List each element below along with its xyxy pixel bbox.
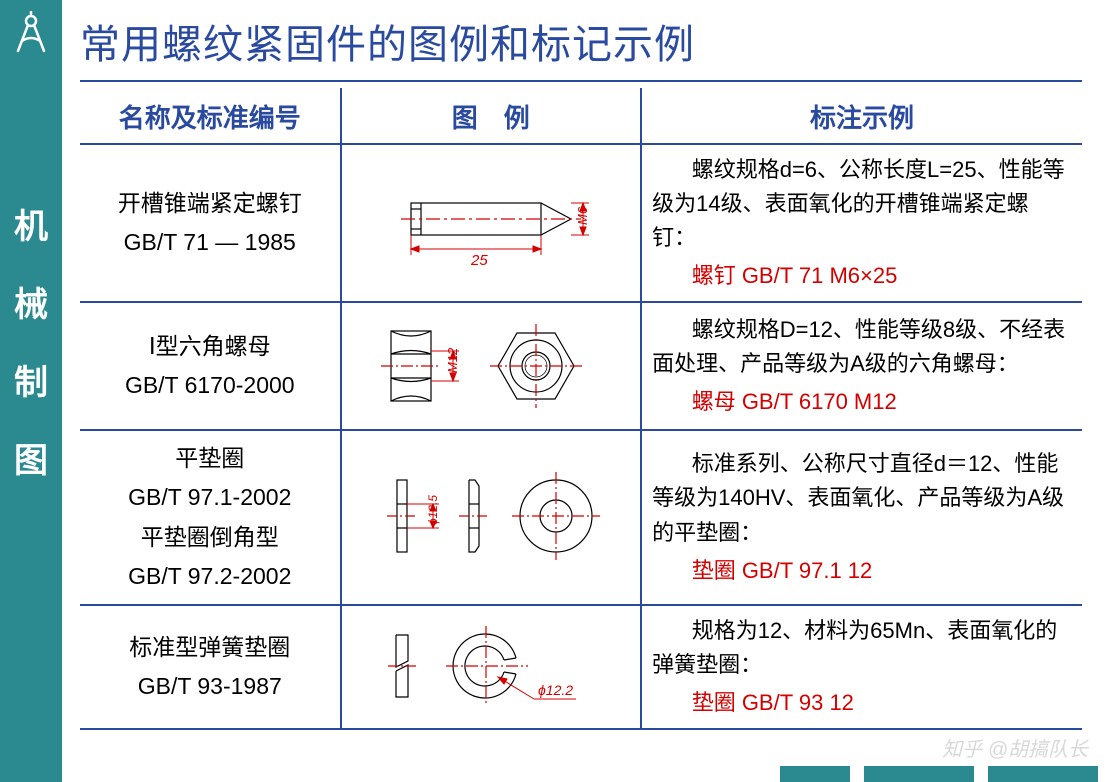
- illustration-cell: M12: [341, 302, 642, 430]
- sidebar-char-2: 械: [14, 288, 48, 322]
- annotation-cell: 标准系列、公称尺寸直径d＝12、性能等级为140HV、表面氧化、产品等级为A级的…: [641, 430, 1082, 604]
- table-row: 开槽锥端紧定螺钉 GB/T 71 — 1985: [80, 144, 1082, 302]
- item-name: 开槽锥端紧定螺钉: [118, 190, 302, 216]
- spring-washer-illustration: ϕ12.2: [366, 617, 616, 717]
- annotation-desc: 规格为12、材料为65Mn、表面氧化的弹簧垫圈：: [652, 614, 1072, 682]
- item-name-2: 平垫圈倒角型: [141, 524, 279, 550]
- watermark: 知乎 @胡搞队长: [942, 733, 1088, 762]
- annotation-cell: 规格为12、材料为65Mn、表面氧化的弹簧垫圈： 垫圈 GB/T 93 12: [641, 605, 1082, 729]
- sidebar-char-3: 制: [14, 366, 48, 400]
- compass-icon: [12, 8, 50, 58]
- illustration-cell: ϕ12.5: [341, 430, 642, 604]
- col-header-illus: 图 例: [341, 88, 642, 144]
- sidebar-char-4: 图: [14, 444, 48, 478]
- item-name: Ⅰ型六角螺母: [149, 333, 271, 359]
- illustration-cell: ϕ12.2: [341, 605, 642, 729]
- nav-button-3[interactable]: [988, 766, 1098, 782]
- item-standard-2: GB/T 97.2-2002: [128, 563, 291, 589]
- dim-length: 25: [470, 252, 488, 269]
- table-row: Ⅰ型六角螺母 GB/T 6170-2000: [80, 302, 1082, 430]
- item-standard: GB/T 71 — 1985: [124, 229, 296, 255]
- annotation-desc: 螺纹规格d=6、公称长度L=25、性能等级为14级、表面氧化的开槽锥端紧定螺钉：: [652, 153, 1072, 255]
- dim-diameter: ϕ12.2: [538, 682, 573, 698]
- dim-thread: M6: [575, 206, 590, 225]
- name-cell: 平垫圈 GB/T 97.1-2002 平垫圈倒角型 GB/T 97.2-2002: [80, 430, 341, 604]
- dim-diameter: ϕ12.5: [426, 494, 440, 524]
- item-name: 标准型弹簧垫圈: [129, 634, 290, 660]
- fastener-table: 名称及标准编号 图 例 标注示例 开槽锥端紧定螺钉 GB/T 71 — 1985: [80, 88, 1082, 730]
- annotation-desc: 标准系列、公称尺寸直径d＝12、性能等级为140HV、表面氧化、产品等级为A级的…: [652, 447, 1072, 549]
- col-header-anno: 标注示例: [641, 88, 1082, 144]
- col-header-name: 名称及标准编号: [80, 88, 341, 144]
- annotation-code: 螺钉 GB/T 71 M6×25: [652, 259, 1072, 293]
- item-name: 平垫圈: [175, 445, 244, 471]
- page: 机 械 制 图 常用螺纹紧固件的图例和标记示例 名称及标准编号 图 例 标注示例: [0, 0, 1110, 782]
- item-standard: GB/T 97.1-2002: [128, 484, 291, 510]
- table-row: 平垫圈 GB/T 97.1-2002 平垫圈倒角型 GB/T 97.2-2002: [80, 430, 1082, 604]
- sidebar: 机 械 制 图: [0, 0, 62, 782]
- item-standard: GB/T 6170-2000: [125, 372, 295, 398]
- nav-button-1[interactable]: [780, 766, 850, 782]
- page-title: 常用螺纹紧固件的图例和标记示例: [80, 12, 1082, 82]
- annotation-code: 垫圈 GB/T 97.1 12: [652, 554, 1072, 588]
- annotation-code: 垫圈 GB/T 93 12: [652, 686, 1072, 720]
- sidebar-char-1: 机: [14, 210, 48, 244]
- item-standard: GB/T 93-1987: [138, 673, 282, 699]
- table-row: 标准型弹簧垫圈 GB/T 93-1987: [80, 605, 1082, 729]
- annotation-cell: 螺纹规格D=12、性能等级8级、不经表面处理、产品等级为A级的六角螺母： 螺母 …: [641, 302, 1082, 430]
- set-screw-illustration: 25 M6: [371, 173, 611, 273]
- hex-nut-illustration: M12: [361, 311, 621, 421]
- annotation-desc: 螺纹规格D=12、性能等级8级、不经表面处理、产品等级为A级的六角螺母：: [652, 313, 1072, 381]
- illustration-cell: 25 M6: [341, 144, 642, 302]
- flat-washer-illustration: ϕ12.5: [361, 458, 621, 578]
- bottom-button-bar: [780, 766, 1098, 782]
- nav-button-2[interactable]: [864, 766, 974, 782]
- dim-thread: M12: [445, 347, 460, 373]
- name-cell: 标准型弹簧垫圈 GB/T 93-1987: [80, 605, 341, 729]
- annotation-cell: 螺纹规格d=6、公称长度L=25、性能等级为14级、表面氧化的开槽锥端紧定螺钉：…: [641, 144, 1082, 302]
- annotation-code: 螺母 GB/T 6170 M12: [652, 385, 1072, 419]
- main-content: 常用螺纹紧固件的图例和标记示例 名称及标准编号 图 例 标注示例 开槽锥端紧定螺…: [62, 0, 1110, 782]
- name-cell: Ⅰ型六角螺母 GB/T 6170-2000: [80, 302, 341, 430]
- table-header-row: 名称及标准编号 图 例 标注示例: [80, 88, 1082, 144]
- name-cell: 开槽锥端紧定螺钉 GB/T 71 — 1985: [80, 144, 341, 302]
